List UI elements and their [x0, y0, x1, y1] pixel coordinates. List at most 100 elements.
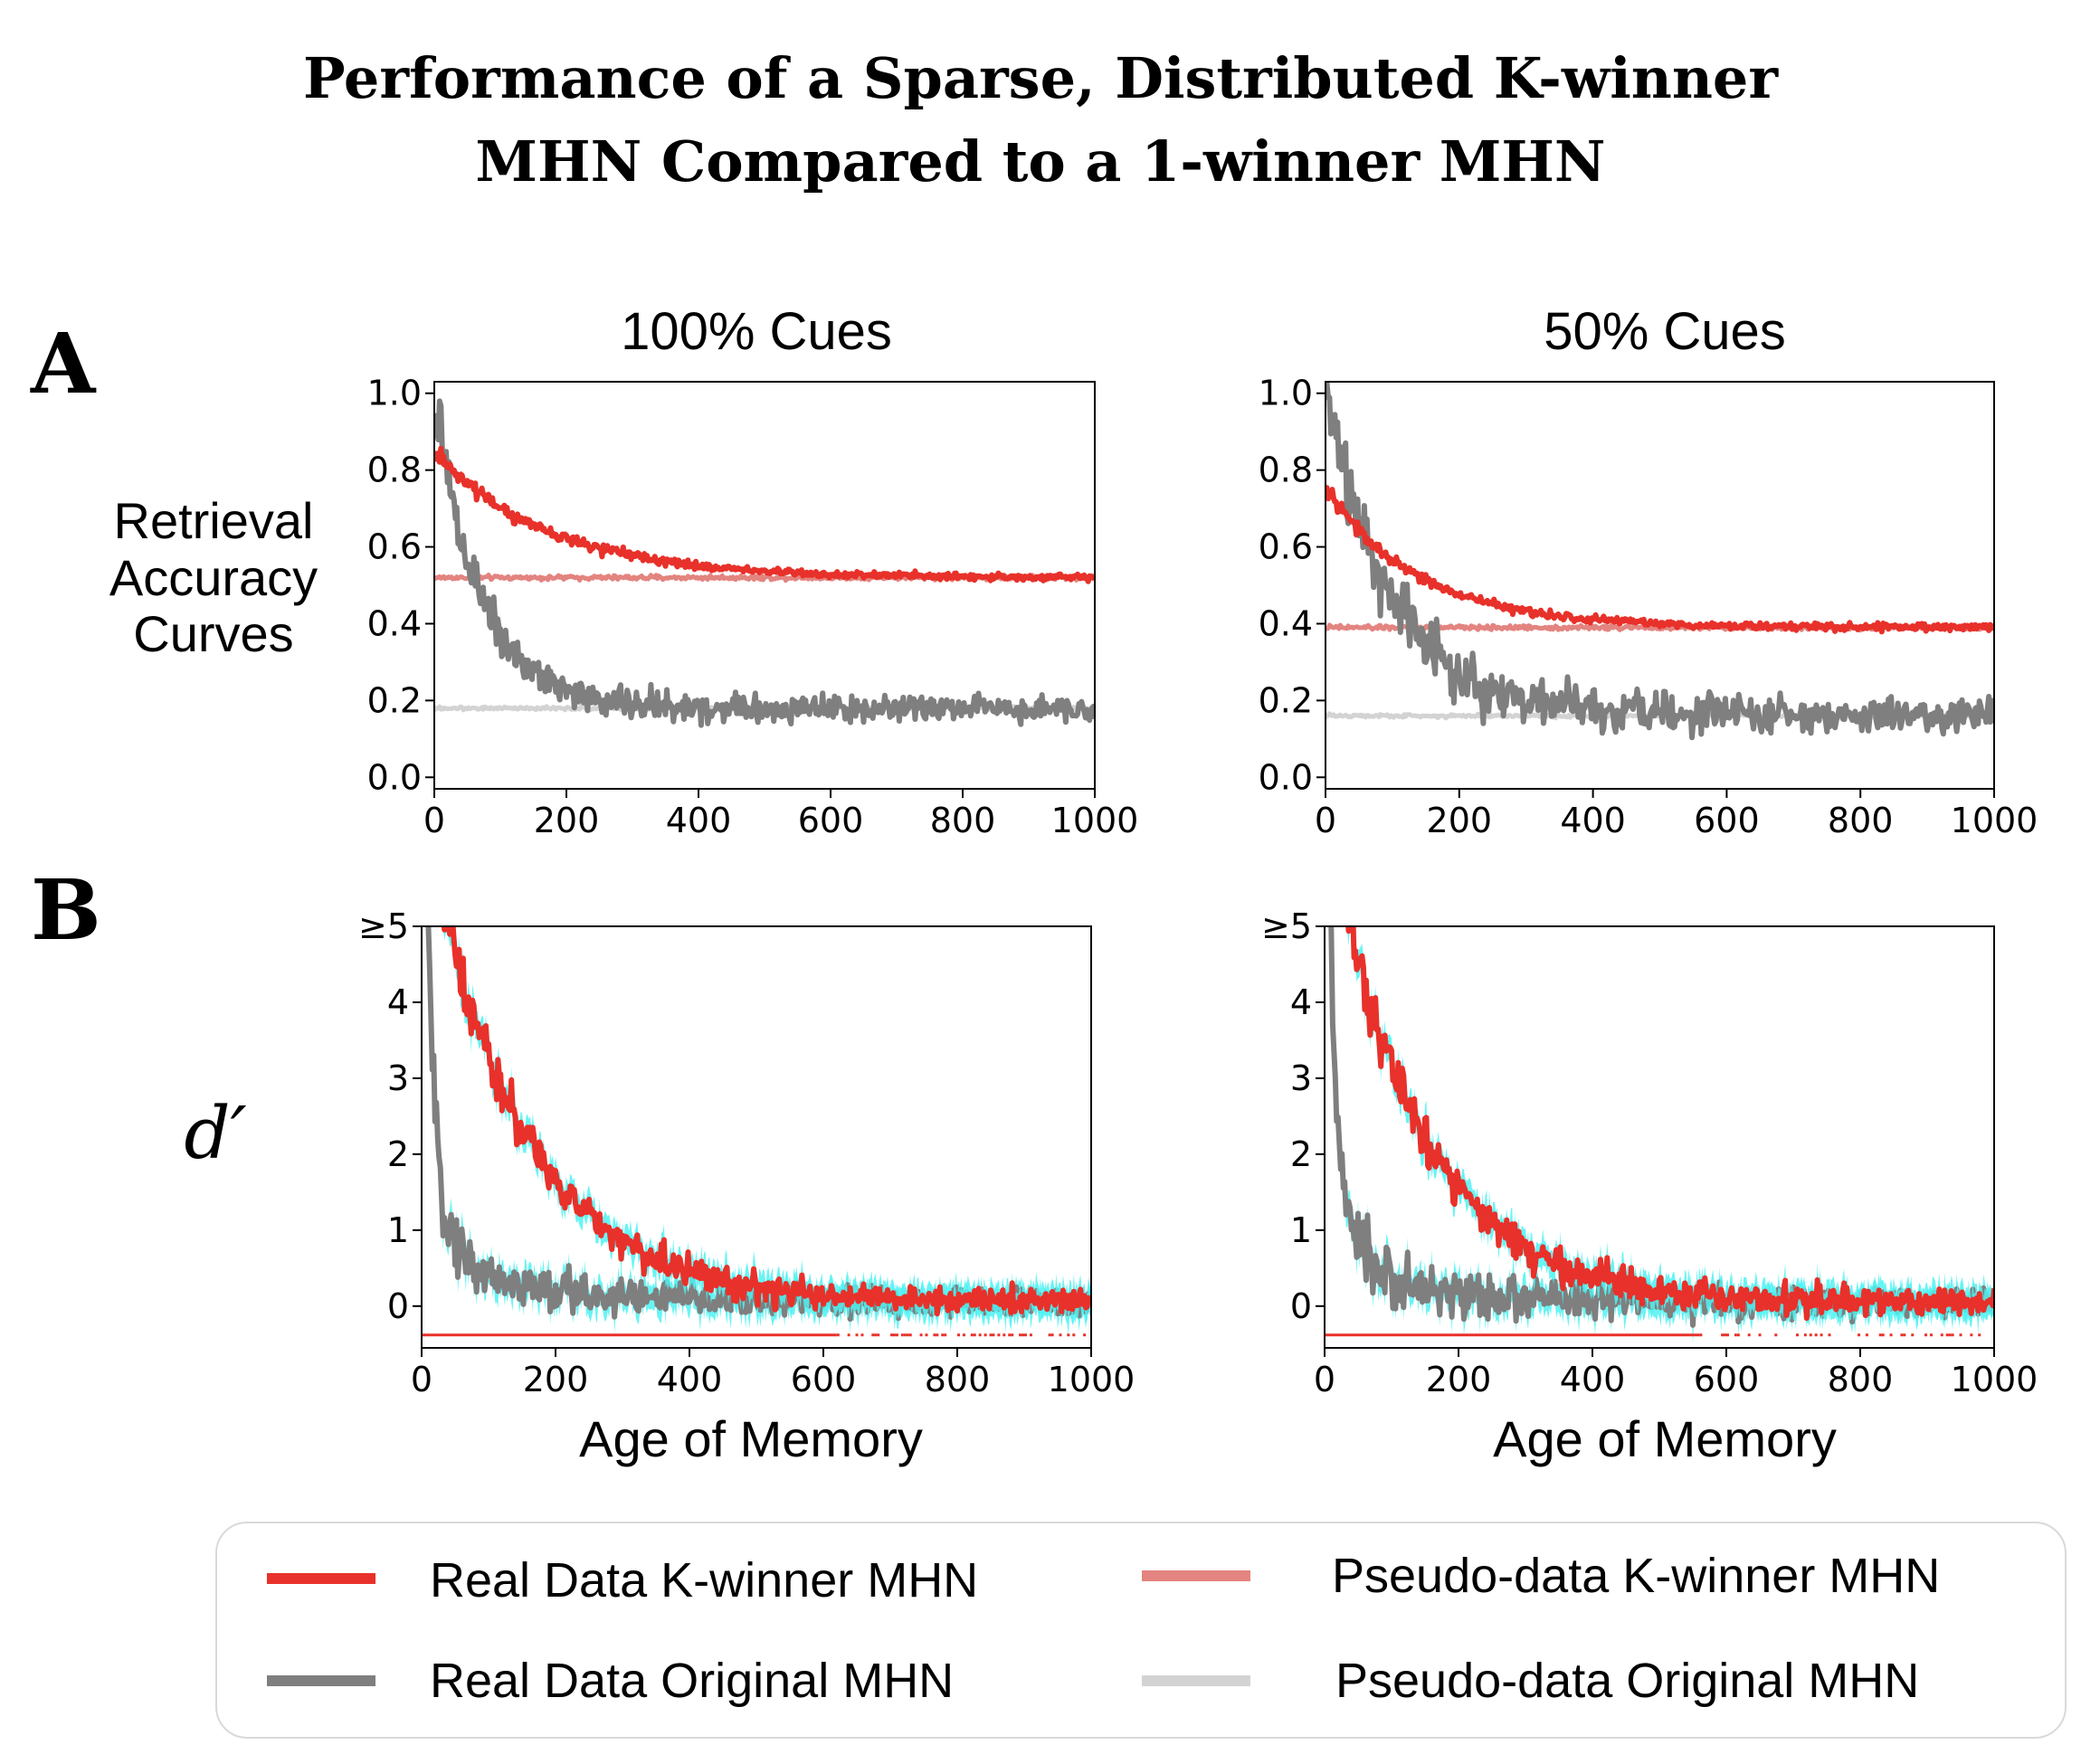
figure-title-line-1: Performance of a Sparse, Distributed K-w…	[303, 45, 1779, 111]
significance-marker-dot	[1970, 1333, 1973, 1337]
x-tick-label: 1000	[1051, 801, 1139, 840]
b-50-axes-frame	[1324, 925, 1995, 1349]
significance-marker-dot	[970, 1333, 974, 1337]
a-50-plot-area	[1326, 382, 1994, 741]
significance-marker-dot	[1948, 1333, 1952, 1337]
y-tick-label: 4	[387, 982, 409, 1022]
significance-marker-dot	[908, 1333, 912, 1337]
significance-marker-dot	[925, 1333, 928, 1337]
significance-marker-dot	[836, 1333, 840, 1337]
x-tick-label: 200	[523, 1360, 589, 1399]
significance-marker-dot	[1011, 1333, 1014, 1337]
significance-marker-dot	[860, 1333, 864, 1337]
y-tick-label: 0.4	[367, 603, 422, 643]
x-tick-label: 800	[1828, 801, 1894, 840]
x-tick-label: 400	[657, 1360, 723, 1399]
y-tick-label: 0.8	[367, 450, 422, 490]
x-tick-label: 1000	[1951, 1360, 2038, 1399]
significance-marker-dot	[973, 1333, 976, 1337]
b-100-plot-area	[422, 926, 1091, 1337]
row-letter-a: A	[30, 315, 97, 413]
significance-marker-dot	[903, 1333, 907, 1337]
significance-marker-dot	[989, 1333, 993, 1337]
significance-marker-dot	[1050, 1333, 1054, 1337]
significance-marker-dot	[1900, 1333, 1904, 1337]
series-line-real-data-original-mhn	[434, 398, 1095, 728]
significance-marker-dot	[871, 1333, 875, 1337]
series-line-real-data-k-winner-mhn	[441, 926, 1091, 1317]
x-tick-label: 800	[925, 1360, 991, 1399]
y-tick-label: 0.2	[367, 680, 422, 720]
y-tick-label: 1	[387, 1210, 409, 1250]
significance-marker-dot	[1067, 1333, 1070, 1337]
significance-marker-dot	[1724, 1333, 1727, 1337]
significance-marker-dot	[890, 1333, 893, 1337]
significance-marker-dot	[1008, 1333, 1012, 1337]
a-50-axes-frame	[1325, 381, 1995, 790]
significance-marker-dot	[1048, 1333, 1051, 1337]
y-tick-label: 0.0	[1259, 757, 1313, 797]
significance-marker-dot	[1029, 1333, 1032, 1337]
significance-marker-dot	[847, 1333, 850, 1337]
x-tick-label: 600	[1694, 801, 1760, 840]
y-tick-label: 3	[387, 1058, 409, 1098]
y-tick-label: 2	[1290, 1134, 1312, 1174]
legend-label-pseudo-kwinner: Pseudo-data K-winner MHN	[1332, 1549, 1940, 1603]
row-a-label-line-3: Curves	[133, 605, 293, 662]
significance-marker-dot	[1858, 1333, 1861, 1337]
series-line-real-data-k-winner-mhn	[1326, 485, 1994, 635]
x-tick-label: 400	[1560, 801, 1626, 840]
significance-marker-dot	[957, 1333, 960, 1337]
significance-marker-dot	[1021, 1333, 1025, 1337]
significance-marker-dot	[1721, 1333, 1725, 1337]
significance-marker-dot	[992, 1333, 995, 1337]
significance-marker-dot	[1940, 1333, 1943, 1337]
significance-marker-dot	[855, 1333, 859, 1337]
error-band-real-data-k-winner-mhn	[442, 926, 1091, 1331]
significance-marker-dot	[1024, 1333, 1027, 1337]
significance-marker-dot	[1059, 1333, 1062, 1337]
significance-marker-dot	[1734, 1333, 1737, 1337]
y-tick-label: 1.0	[1259, 374, 1313, 413]
significance-marker-dot	[1820, 1333, 1823, 1337]
x-tick-label: 400	[1560, 1360, 1626, 1399]
x-tick-label: 800	[930, 801, 996, 840]
significance-marker-dot	[1002, 1333, 1006, 1337]
y-tick-label: ≥5	[1261, 906, 1312, 946]
x-tick-label: 1000	[1048, 1360, 1136, 1399]
panel-b-50-cues: 0 200 400 600 800 1000 0 1 2 3 4 ≥5	[1261, 906, 2038, 1399]
significance-marker-dot	[962, 1333, 965, 1337]
significance-marker-dot	[895, 1333, 898, 1337]
x-tick-label: 0	[411, 1360, 432, 1399]
row-a-label-line-2: Accuracy	[109, 549, 318, 606]
error-band-real-data-k-winner-mhn	[1345, 926, 1994, 1331]
x-tick-label: 0	[423, 801, 445, 840]
significance-marker-dot	[1774, 1333, 1778, 1337]
legend-label-real-original: Real Data Original MHN	[430, 1654, 954, 1708]
y-tick-label: 1.0	[367, 374, 422, 413]
y-tick-label: ≥5	[358, 906, 409, 946]
b-50-plot-area	[1325, 926, 1994, 1343]
significance-marker-dot	[1959, 1333, 1962, 1337]
series-line-real-data-k-winner-mhn	[434, 445, 1095, 584]
significance-marker-dot	[997, 1333, 1001, 1337]
significance-marker-dot	[1878, 1333, 1882, 1337]
y-tick-label: 0.0	[367, 757, 422, 797]
significance-marker-dot	[1814, 1333, 1818, 1337]
panel-b-100-xlabel: Age of Memory	[579, 1410, 923, 1467]
significance-marker-dot	[1924, 1333, 1928, 1337]
a-100-axes-frame	[433, 381, 1096, 790]
significance-marker-dot	[1726, 1333, 1729, 1337]
series-line-real-data-original-mhn	[1326, 382, 1994, 741]
panel-a-100-cues: 0 200 400 600 800 1000 0.0 0.2 0.4 0.6 0.8 1.0	[367, 374, 1139, 840]
significance-marker-dot	[1019, 1333, 1022, 1337]
significance-marker-dot	[944, 1333, 947, 1337]
significance-marker-dot	[978, 1333, 982, 1337]
significance-marker-dot	[874, 1333, 878, 1337]
legend-label-pseudo-original: Pseudo-data Original MHN	[1335, 1654, 1919, 1708]
significance-marker-dot	[1945, 1333, 1949, 1337]
y-tick-label: 0.6	[367, 527, 422, 567]
significance-marker-dot	[1911, 1333, 1915, 1337]
y-tick-label: 4	[1290, 982, 1312, 1022]
significance-marker-dot	[1736, 1333, 1740, 1337]
